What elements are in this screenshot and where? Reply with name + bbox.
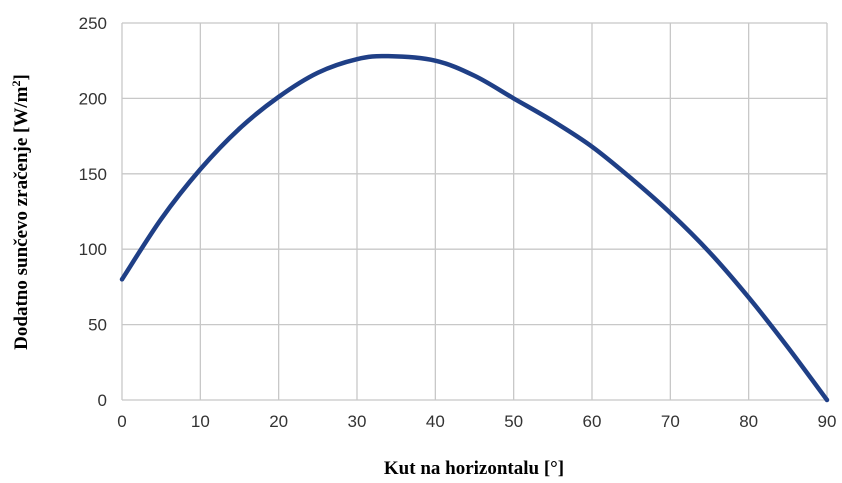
series-layer [119, 53, 830, 403]
x-axis-title: Kut na horizontalu [°] [384, 458, 564, 479]
x-tick-labels: 0 10 20 30 40 50 60 70 80 90 [117, 412, 836, 431]
y-axis-title: Dodatno sunčevo zračenje [W/m2] [9, 74, 32, 350]
x-tick-label: 40 [426, 412, 445, 431]
x-tick-label: 90 [818, 412, 837, 431]
y-tick-label: 250 [79, 14, 107, 33]
x-tick-label: 80 [739, 412, 758, 431]
y-tick-label: 0 [98, 391, 107, 410]
y-tick-label: 150 [79, 165, 107, 184]
x-tick-label: 60 [583, 412, 602, 431]
x-tick-label: 30 [348, 412, 367, 431]
y-axis-title-superscript: 2 [9, 81, 23, 87]
x-tick-label: 20 [269, 412, 288, 431]
x-tick-label: 50 [504, 412, 523, 431]
y-axis-title-suffix: ] [11, 74, 32, 80]
plot-background [122, 23, 827, 400]
y-axis-title-text: Dodatno sunčevo zračenje [W/m [11, 86, 32, 349]
x-tick-label: 10 [191, 412, 210, 431]
y-tick-labels: 0 50 100 150 200 250 [79, 14, 107, 410]
x-tick-label: 0 [117, 412, 126, 431]
y-tick-label: 200 [79, 89, 107, 108]
series-line-0 [119, 53, 830, 403]
x-tick-label: 70 [661, 412, 680, 431]
y-tick-label: 100 [79, 240, 107, 259]
y-tick-label: 50 [88, 316, 107, 335]
